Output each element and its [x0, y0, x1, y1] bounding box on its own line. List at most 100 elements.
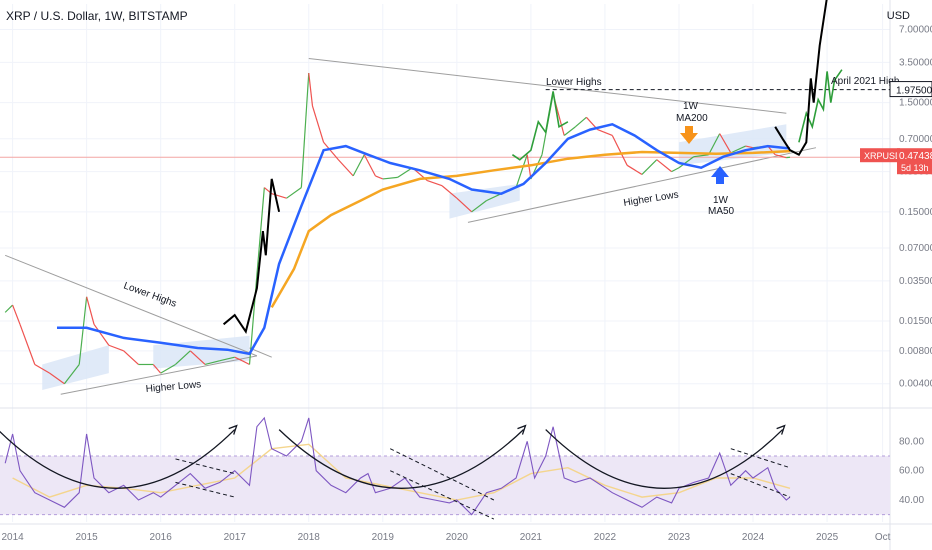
rsi-channel-lower — [175, 481, 235, 498]
price-segment — [323, 141, 339, 161]
projection-black-2025 — [774, 0, 828, 157]
rsi-channel-lower — [730, 473, 791, 498]
price-tick-label: 1.50000 — [899, 98, 932, 109]
price-axis: 7.000003.500001.500000.700000.350000.150… — [899, 25, 932, 390]
annotation-ma50-line2: MA50 — [708, 206, 735, 217]
price-tick-label: 0.00400 — [899, 379, 932, 390]
time-tick-label: 2015 — [76, 532, 99, 543]
rsi-channel-upper — [175, 458, 235, 475]
grid-lines — [0, 4, 890, 522]
time-tick-label: Oct — [875, 532, 891, 543]
price-segment — [271, 193, 287, 199]
ma50-line — [57, 122, 791, 356]
price-segment — [375, 175, 384, 180]
price-segment — [160, 363, 176, 374]
price-tag-1-97500: 1.97500 — [896, 86, 932, 97]
price-segment — [108, 344, 124, 352]
last-price: 0.47438 — [899, 151, 932, 162]
ma200-line — [270, 149, 791, 309]
annotation-higher-lows-2020: Higher Lows — [623, 189, 680, 209]
price-segment — [152, 364, 162, 374]
annotation-lower-highs-2018: Lower Highs — [546, 77, 602, 88]
price-segment — [574, 116, 587, 128]
price-segment — [241, 360, 250, 366]
cycle-arc — [0, 429, 236, 489]
time-tick-label: 2018 — [298, 532, 321, 543]
price-segment — [708, 133, 721, 156]
price-segment — [4, 304, 14, 313]
price-segment — [671, 167, 680, 173]
annotation-higher-lows-2014: Higher Lows — [145, 379, 201, 395]
cycle-arc-arrowhead — [776, 424, 786, 435]
symbol-tag-box — [860, 148, 900, 163]
trendline-higher-lows-2020 — [467, 147, 817, 223]
price-segment — [441, 185, 458, 199]
rsi-band — [0, 456, 890, 515]
price-segment — [427, 179, 443, 187]
annotation-april-2021-high: April 2021 High — [831, 76, 899, 87]
price-countdown: 5d 13h — [901, 163, 929, 173]
price-tick-label: 7.00000 — [899, 25, 932, 36]
price-segment — [363, 154, 376, 177]
price-segment — [775, 154, 787, 159]
rsi-channel-lower — [389, 470, 495, 520]
price-segment — [337, 159, 354, 177]
channel-box — [42, 345, 109, 391]
time-tick-label: 2022 — [594, 532, 617, 543]
price-segment — [78, 296, 88, 365]
price-segment — [204, 360, 221, 366]
price-tick-label: 0.15000 — [899, 207, 932, 218]
time-tick-label: 2016 — [150, 532, 173, 543]
rsi-tick-label: 40.00 — [899, 495, 924, 506]
rsi-channel-upper — [389, 448, 495, 501]
price-segment — [611, 135, 628, 166]
price-segment — [693, 154, 709, 158]
price-segment — [175, 350, 191, 365]
annotation-ma50-line1: 1W — [713, 195, 729, 206]
price-segment — [397, 167, 413, 178]
price-segment — [678, 156, 695, 169]
currency-label[interactable]: USD — [886, 10, 910, 22]
price-segment — [563, 126, 576, 136]
price-segment — [286, 187, 302, 199]
trendline-higher-lows-2014 — [60, 355, 258, 395]
symbol-title[interactable]: XRP / U.S. Dollar, 1W, BITSTAMP — [6, 9, 188, 23]
annotation-ma200-line1: 1W — [683, 101, 699, 112]
price-tick-label: 0.03500 — [899, 276, 932, 287]
price-segment — [352, 154, 365, 177]
consolidation-channels — [42, 124, 787, 391]
price-segment — [767, 145, 776, 156]
price-segment — [641, 159, 658, 175]
annotation-ma200-line2: MA200 — [676, 113, 708, 124]
price-segment — [234, 356, 243, 362]
time-tick-label: 2017 — [224, 532, 247, 543]
price-tick-label: 0.07000 — [899, 243, 932, 254]
time-axis: 2014 2015 2016 2017 2018 2019 2020 2021 2022 2023… — [1, 532, 890, 543]
price-segment — [34, 363, 50, 374]
price-segment — [189, 350, 206, 365]
price-tick-label: 3.50000 — [899, 57, 932, 68]
price-segment — [219, 356, 235, 362]
rsi-ma-line — [12, 443, 791, 501]
arrow-orange-ma200 — [680, 126, 698, 144]
price-segment — [382, 176, 398, 180]
price-segment — [719, 133, 732, 154]
last-price-box — [897, 148, 932, 175]
cycle-arc — [278, 429, 524, 489]
price-segment — [626, 164, 643, 175]
price-segment — [19, 324, 36, 365]
price-segment — [745, 145, 754, 149]
fractal-green-2021 — [511, 91, 569, 161]
price-segment — [308, 72, 314, 106]
cycle-arc-arrowhead — [517, 424, 527, 435]
price-segment — [93, 323, 110, 346]
price-segment — [311, 105, 325, 143]
price-segment — [656, 159, 672, 173]
price-segment — [456, 197, 473, 213]
price-segment — [49, 372, 65, 385]
rsi-tick-label: 80.00 — [899, 436, 924, 447]
price-segment — [123, 350, 139, 365]
price-segment — [597, 128, 613, 137]
